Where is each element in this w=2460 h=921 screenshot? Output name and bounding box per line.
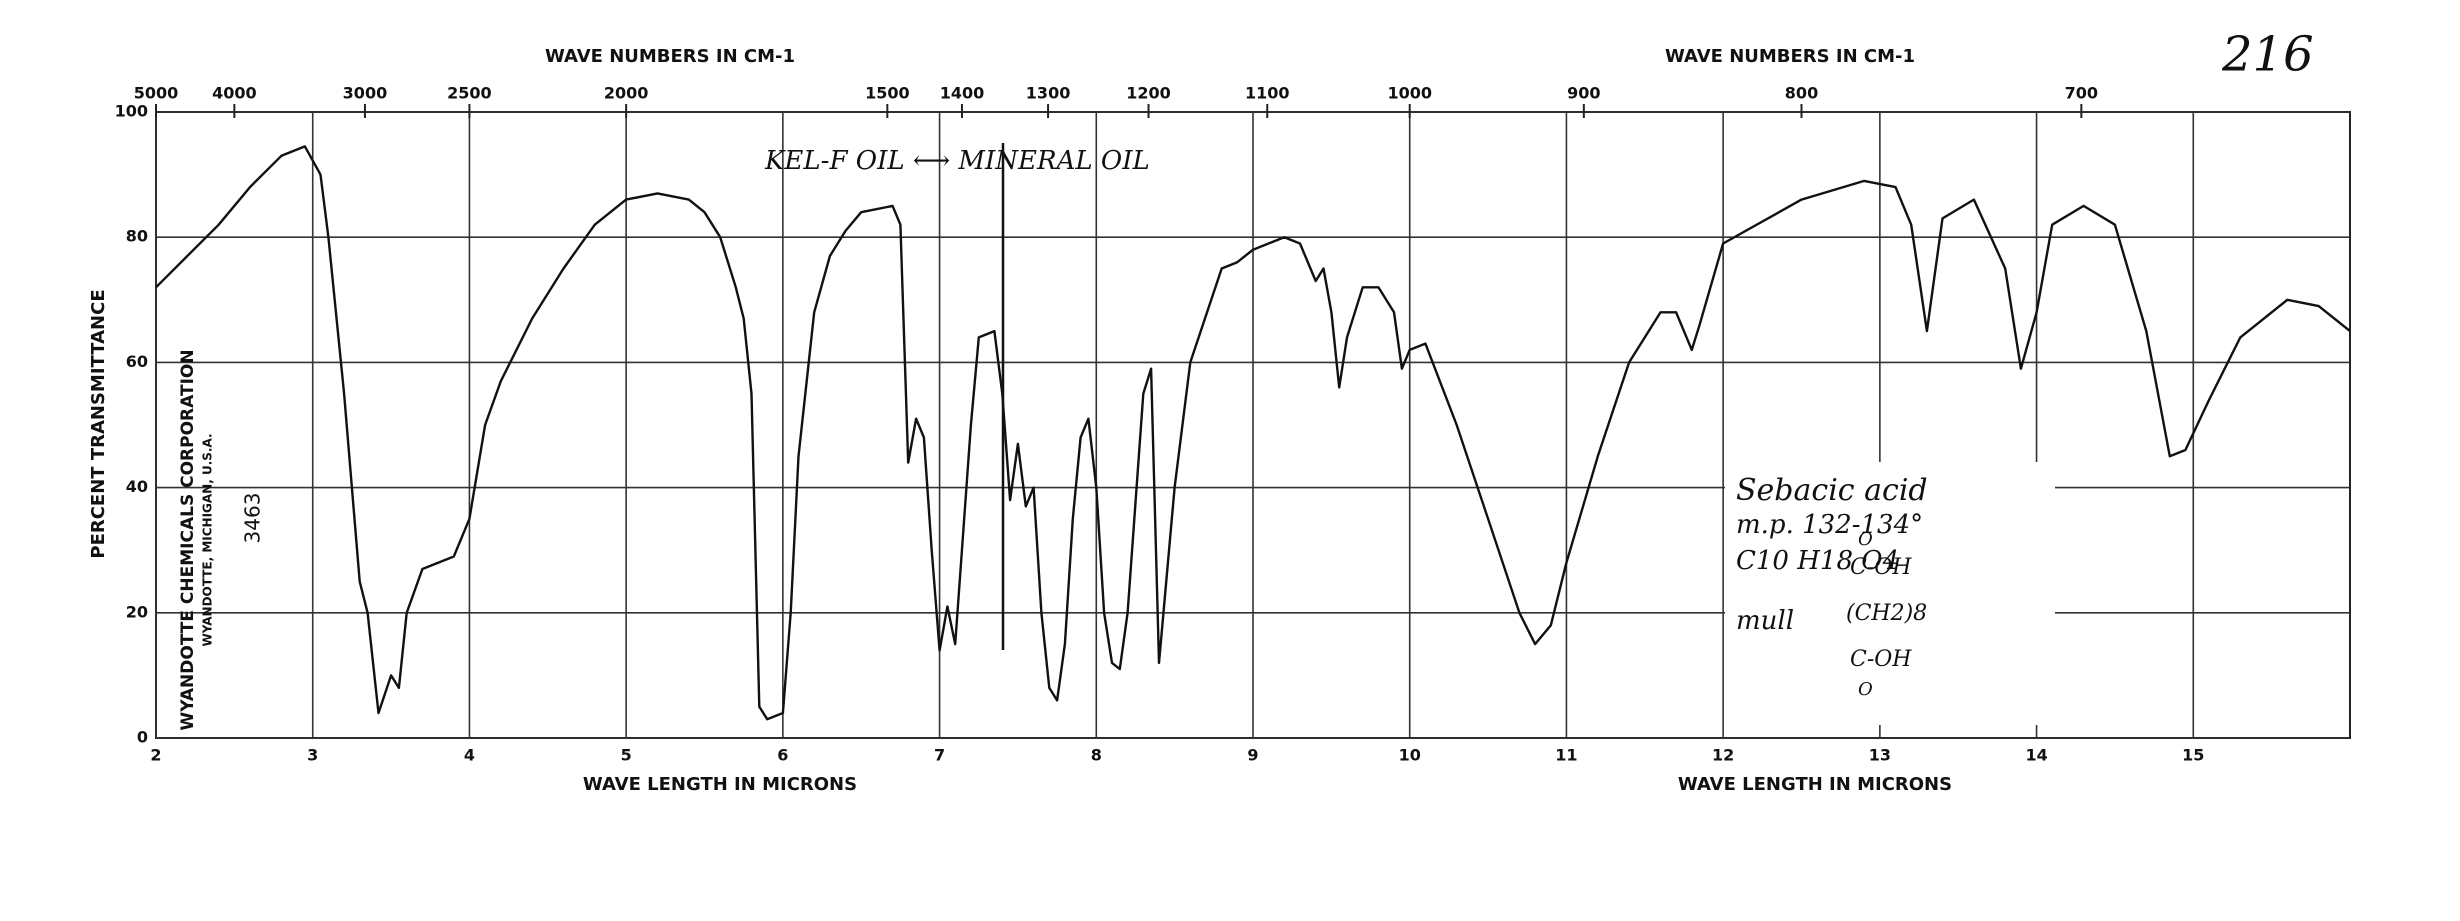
x-tick-label: 7 xyxy=(934,746,945,765)
y-tick-label: 20 xyxy=(126,602,148,621)
x-tick-label: 6 xyxy=(777,746,788,765)
annotation: C10 H18 O4 xyxy=(1736,546,1899,576)
spectrum-line xyxy=(155,145,2351,721)
x2-tick-label: 1400 xyxy=(940,84,985,103)
annotation: Sebacic acid xyxy=(1736,473,1928,508)
y-tick-label: 0 xyxy=(137,728,148,747)
header: 3463 xyxy=(241,493,265,544)
y-tick-label: 40 xyxy=(126,477,148,496)
x-axis-label: WAVE LENGTH IN MICRONS xyxy=(1678,774,1952,795)
x-tick-label: 9 xyxy=(1247,746,1258,765)
annotation: O xyxy=(1858,679,1873,700)
x-tick-label: 12 xyxy=(1712,746,1734,765)
x2-tick-label: 1000 xyxy=(1387,84,1432,103)
annotation: (CH2)8 xyxy=(1846,601,1927,626)
x-tick-label: 14 xyxy=(2025,746,2047,765)
x2-tick-label: 2000 xyxy=(604,84,649,103)
x2-tick-label: 2500 xyxy=(447,84,492,103)
header: WYANDOTTE, MICHIGAN, U.S.A. xyxy=(201,433,215,646)
x2-tick-label: 700 xyxy=(2065,84,2098,103)
x2-tick-label: 800 xyxy=(1785,84,1818,103)
annotation: O xyxy=(1858,529,1873,550)
x2-tick-label: 1200 xyxy=(1126,84,1171,103)
x-tick-label: 11 xyxy=(1555,746,1577,765)
y-tick-label: 80 xyxy=(126,227,148,246)
x2-tick-label: 900 xyxy=(1567,84,1600,103)
x-tick-label: 8 xyxy=(1091,746,1102,765)
y-tick-label: 60 xyxy=(126,352,148,371)
annotation: KEL-F OIL ⟷ MINERAL OIL xyxy=(764,146,1150,176)
x-tick-label: 5 xyxy=(621,746,632,765)
x-tick-label: 3 xyxy=(307,746,318,765)
x-axis-label: WAVE LENGTH IN MICRONS xyxy=(583,774,857,795)
x2-tick-label: 1100 xyxy=(1245,84,1290,103)
annotation: mull xyxy=(1736,606,1794,636)
y-axis-label: PERCENT TRANSMITTANCE xyxy=(88,289,109,558)
annotation-box xyxy=(1725,462,2055,725)
annotation: C-OH xyxy=(1850,647,1912,672)
annotation: C-OH xyxy=(1850,555,1912,580)
x-tick-label: 2 xyxy=(150,746,161,765)
x2-tick-label: 1300 xyxy=(1026,84,1071,103)
x-tick-label: 13 xyxy=(1869,746,1891,765)
x2-axis-label: WAVE NUMBERS IN CM-1 xyxy=(1665,46,1915,67)
x2-tick-label: 3000 xyxy=(343,84,388,103)
x2-tick-label: 5000 xyxy=(134,84,179,103)
x-tick-label: 10 xyxy=(1399,746,1421,765)
y-tick-label: 100 xyxy=(115,102,148,121)
x2-axis-label: WAVE NUMBERS IN CM-1 xyxy=(545,46,795,67)
x2-tick-label: 1500 xyxy=(865,84,910,103)
annotation: m.p. 132-134° xyxy=(1736,510,1923,540)
x-tick-label: 15 xyxy=(2182,746,2204,765)
x-tick-label: 4 xyxy=(464,746,475,765)
page-number: 216 xyxy=(2221,27,2314,83)
header: WYANDOTTE CHEMICALS CORPORATION xyxy=(178,349,198,730)
x2-tick-label: 4000 xyxy=(212,84,257,103)
